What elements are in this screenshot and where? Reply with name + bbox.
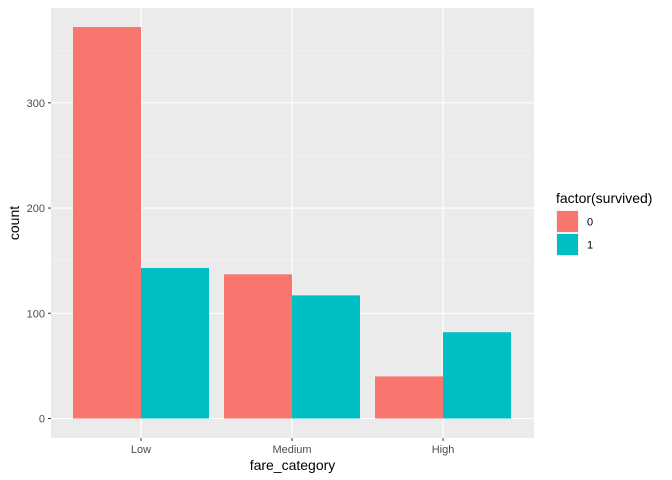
x-axis-title: fare_category bbox=[250, 457, 336, 473]
bar-1-low bbox=[141, 268, 209, 419]
y-axis: 0 100 200 300 bbox=[27, 98, 51, 426]
x-tick-label: High bbox=[432, 444, 455, 456]
legend-swatch-0 bbox=[557, 211, 578, 232]
bar-1-high bbox=[443, 332, 511, 419]
y-tick-label: 0 bbox=[39, 414, 45, 426]
legend-label-0: 0 bbox=[587, 217, 593, 229]
x-tick-label: Low bbox=[131, 444, 151, 456]
bar-0-medium bbox=[224, 274, 292, 419]
legend-swatch-1 bbox=[557, 234, 578, 255]
bar-1-medium bbox=[292, 295, 360, 419]
bars bbox=[73, 27, 511, 419]
y-axis-title: count bbox=[6, 206, 22, 240]
y-tick-label: 200 bbox=[27, 203, 45, 215]
y-tick-label: 100 bbox=[27, 308, 45, 320]
x-axis: Low Medium High bbox=[131, 438, 454, 456]
legend: factor(survived) 0 1 bbox=[556, 190, 652, 256]
y-tick-label: 300 bbox=[27, 98, 45, 110]
x-tick-label: Medium bbox=[272, 444, 311, 456]
legend-title: factor(survived) bbox=[556, 190, 652, 206]
bar-0-high bbox=[375, 376, 443, 419]
legend-label-1: 1 bbox=[587, 240, 593, 252]
bar-0-low bbox=[73, 27, 141, 419]
